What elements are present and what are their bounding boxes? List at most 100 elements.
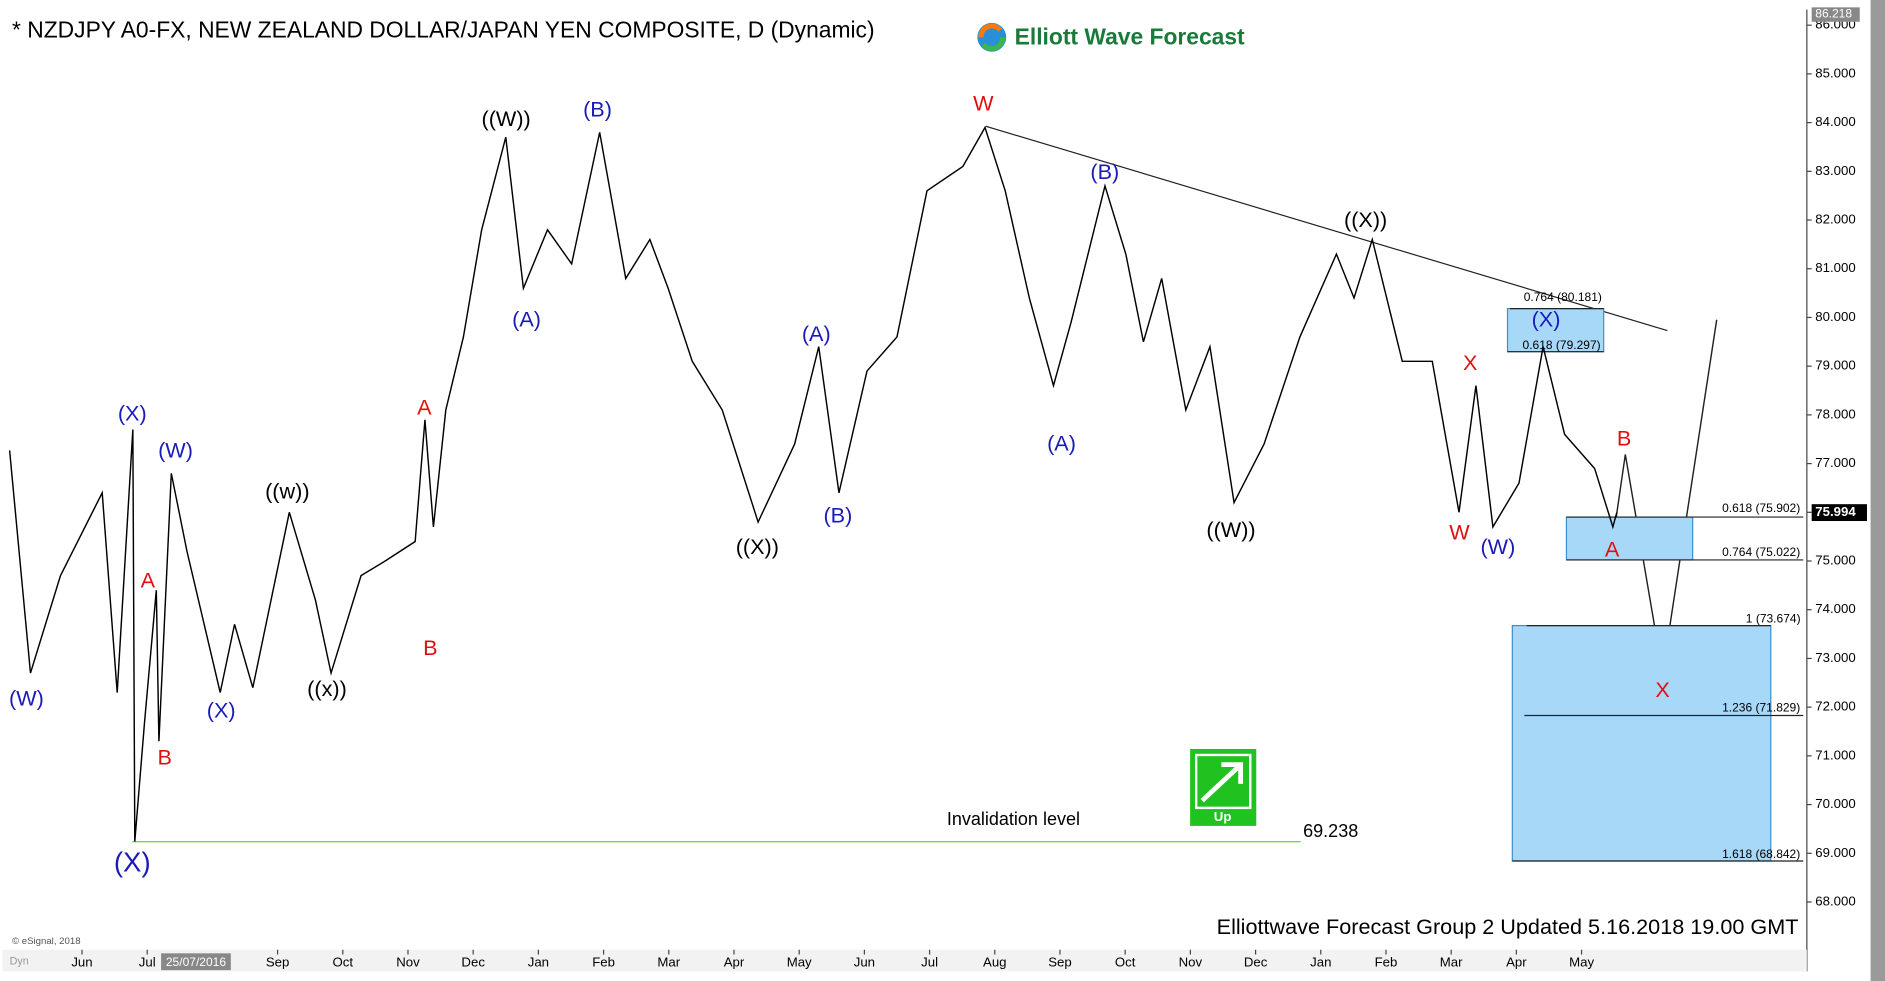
wave-label: (X) [1532, 307, 1561, 332]
footer-note: Elliottwave Forecast Group 2 Updated 5.1… [1217, 914, 1799, 939]
wave-label: ((W)) [1206, 517, 1255, 542]
wave-label: (B) [823, 503, 852, 528]
wave-label: (B) [583, 96, 612, 121]
wave-label: B [423, 635, 437, 660]
y-tick-label: 83.000 [1815, 163, 1855, 178]
x-tick-label: Jan [528, 954, 549, 969]
x-tick-label: May [1569, 954, 1594, 969]
wave-label: (X) [114, 847, 151, 878]
x-tick-label: Apr [1506, 954, 1527, 969]
x-tick-label: Nov [1179, 954, 1203, 969]
wave-label: ((W)) [482, 106, 531, 131]
last-price: 75.994 [1815, 504, 1856, 519]
x-tick-label: Jan [1310, 954, 1331, 969]
signal-arrow [1200, 762, 1244, 803]
x-tick-label: Dec [1244, 954, 1268, 969]
fib-label: 1.236 (71.829) [1722, 700, 1800, 714]
wave-label: ((w)) [265, 479, 309, 504]
y-tick-label: 77.000 [1815, 455, 1855, 470]
y-tick-label: 82.000 [1815, 212, 1855, 227]
fib-label: 0.764 (80.181) [1524, 290, 1602, 304]
wave-label: ((X)) [736, 534, 779, 559]
x-tick-label: Sep [266, 954, 290, 969]
copyright: © eSignal, 2018 [12, 936, 81, 947]
x-tick-label: Sep [1048, 954, 1072, 969]
high-marker: 86.218 [1815, 7, 1852, 21]
y-tick-label: 81.000 [1815, 260, 1855, 275]
wave-label: W [1449, 519, 1470, 544]
y-tick-label: 84.000 [1815, 114, 1855, 129]
x-tick-label: Jun [854, 954, 875, 969]
wave-label: X [1655, 677, 1669, 702]
y-tick-label: 79.000 [1815, 358, 1855, 373]
x-tick-label: Dec [461, 954, 485, 969]
invalidation-value: 69.238 [1303, 821, 1358, 841]
y-tick-label: 70.000 [1815, 796, 1855, 811]
wave-label: (A) [802, 321, 831, 346]
wave-label: (A) [512, 307, 541, 332]
y-tick-label: 71.000 [1815, 747, 1855, 762]
wave-label: ((X)) [1344, 207, 1387, 232]
x-tick-label: Feb [592, 954, 615, 969]
target-zone [1511, 625, 1772, 862]
mode-label: Dyn [10, 956, 29, 968]
brand-logo: Elliott Wave Forecast [977, 22, 1245, 52]
x-tick-label: Mar [657, 954, 680, 969]
logo-arc [981, 37, 1006, 51]
wave-label: W [973, 90, 994, 115]
x-tick-label: May [787, 954, 812, 969]
invalidation-label: Invalidation level [947, 809, 1080, 829]
target-zone [1506, 308, 1605, 353]
y-tick-label: 69.000 [1815, 845, 1855, 860]
y-tick-label: 85.000 [1815, 65, 1855, 80]
x-tick-label: Jul [139, 954, 156, 969]
signal-frame [1194, 753, 1252, 810]
x-tick-label: Oct [332, 954, 353, 969]
price-line [8, 125, 1618, 842]
cursor-date: 25/07/2016 [166, 955, 226, 969]
x-tick-label: Feb [1375, 954, 1398, 969]
high-marker-box [1811, 7, 1860, 22]
wave-label: (B) [1090, 159, 1119, 184]
x-tick-label: Jul [921, 954, 938, 969]
y-tick-label: 78.000 [1815, 406, 1855, 421]
y-tick-label: 73.000 [1815, 650, 1855, 665]
wave-label: X [1463, 350, 1477, 375]
x-tick-label: Oct [1115, 954, 1136, 969]
signal-icon: Up [1190, 748, 1257, 826]
time-axis-band [2, 949, 1807, 972]
wave-label: (W) [158, 438, 193, 463]
x-tick-label: Aug [983, 954, 1007, 969]
fib-label: 1 (73.674) [1746, 612, 1801, 626]
x-tick-label: Mar [1440, 954, 1463, 969]
wave-label: (X) [118, 400, 147, 425]
fib-label: 0.618 (75.902) [1722, 501, 1800, 515]
frame-edge [1870, 0, 1885, 981]
projection-path [1613, 319, 1718, 674]
wave-label: B [157, 744, 171, 769]
logo-arc [978, 23, 1003, 38]
fib-label: 0.618 (79.297) [1523, 338, 1601, 352]
y-tick-label: 74.000 [1815, 601, 1855, 616]
y-tick-label: 72.000 [1815, 699, 1855, 714]
x-tick-label: Nov [396, 954, 420, 969]
x-tick-label: Apr [724, 954, 745, 969]
y-tick-label: 75.000 [1815, 553, 1855, 568]
wave-label: (W) [9, 685, 44, 710]
wave-label: B [1617, 426, 1631, 451]
y-tick-label: 80.000 [1815, 309, 1855, 324]
chart-title: * NZDJPY A0-FX, NEW ZEALAND DOLLAR/JAPAN… [12, 16, 875, 42]
trend-line [985, 125, 1668, 332]
wave-label: A [1605, 536, 1620, 561]
y-tick-label: 68.000 [1815, 893, 1855, 908]
wave-label: ((x)) [307, 676, 347, 701]
wave-label: (X) [207, 697, 236, 722]
wave-label: A [417, 394, 432, 419]
x-tick-label: Jun [71, 954, 92, 969]
wave-label: A [141, 568, 156, 593]
wave-label: (W) [1480, 534, 1515, 559]
cursor-date-box [161, 953, 231, 971]
brand-name: Elliott Wave Forecast [1015, 24, 1245, 50]
